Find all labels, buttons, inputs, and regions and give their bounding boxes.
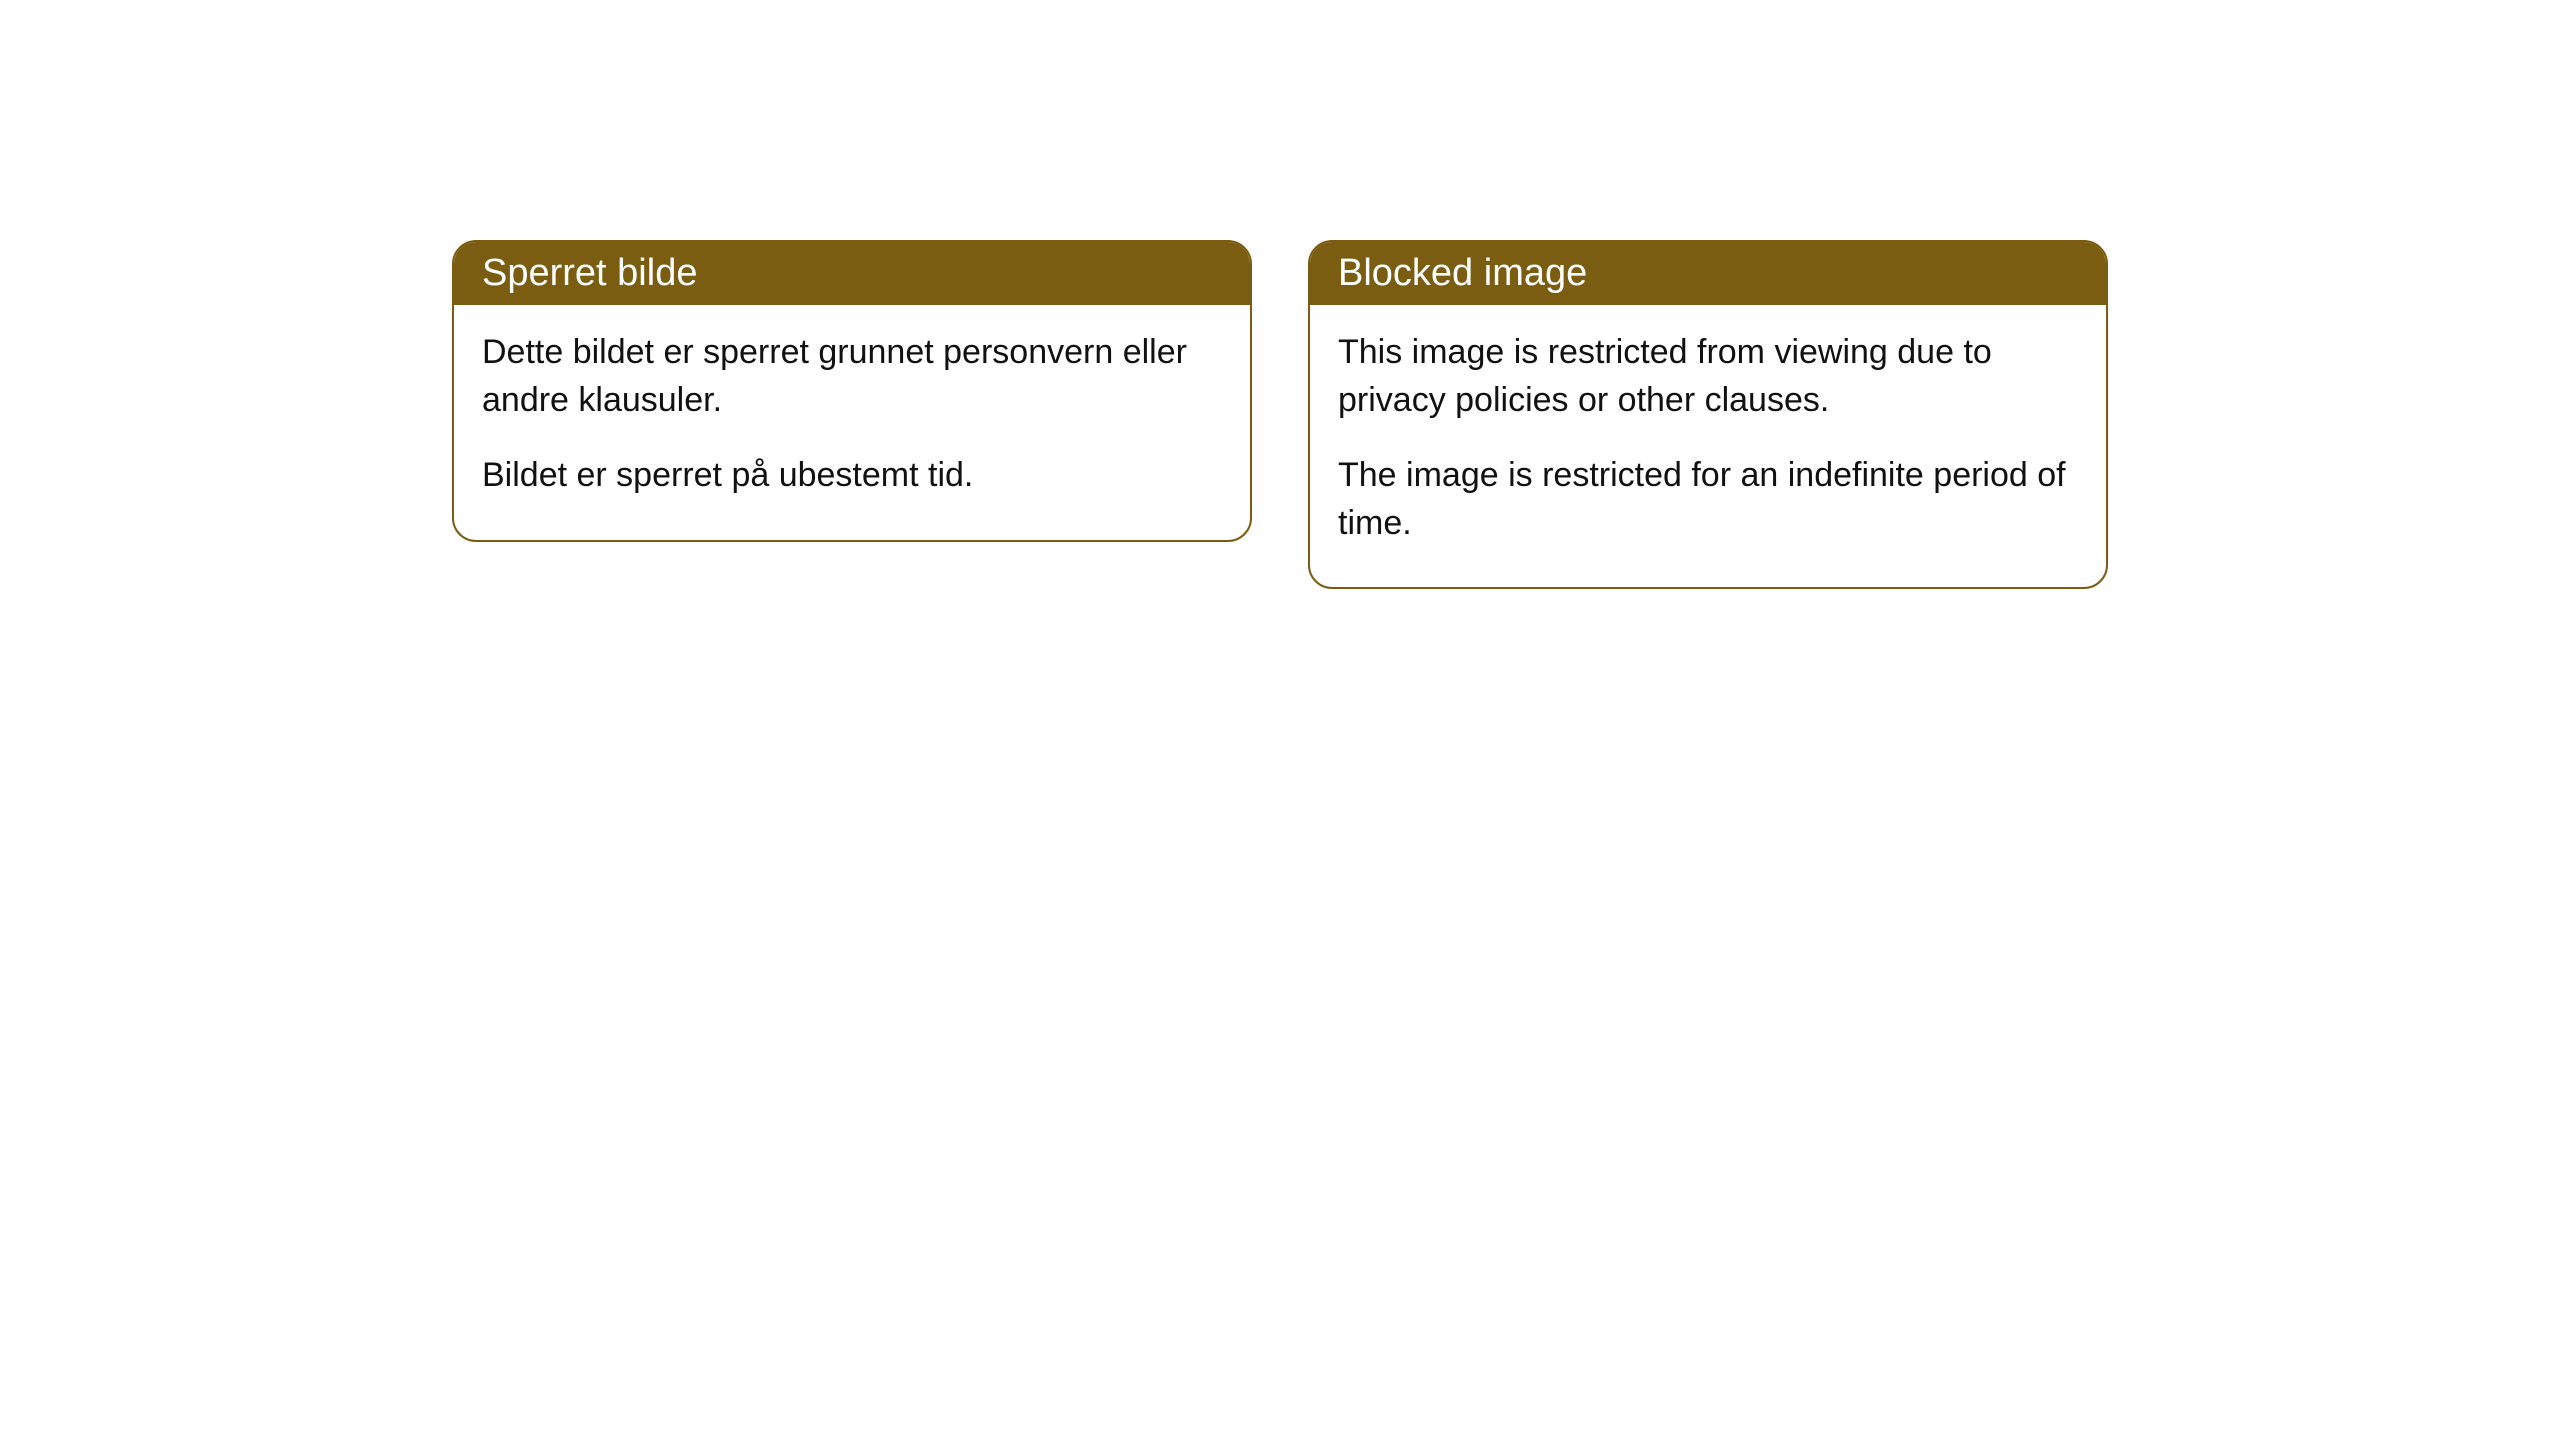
blocked-image-card-en: Blocked image This image is restricted f… [1308,240,2108,589]
card-body-en: This image is restricted from viewing du… [1310,305,2106,587]
card-title-en: Blocked image [1310,242,2106,305]
card-paragraph-2-no: Bildet er sperret på ubestemt tid. [482,452,1222,500]
card-paragraph-2-en: The image is restricted for an indefinit… [1338,452,2078,547]
blocked-image-card-no: Sperret bilde Dette bildet er sperret gr… [452,240,1252,542]
card-paragraph-1-no: Dette bildet er sperret grunnet personve… [482,329,1222,424]
card-body-no: Dette bildet er sperret grunnet personve… [454,305,1250,540]
card-paragraph-1-en: This image is restricted from viewing du… [1338,329,2078,424]
cards-container: Sperret bilde Dette bildet er sperret gr… [452,240,2108,1440]
card-title-no: Sperret bilde [454,242,1250,305]
